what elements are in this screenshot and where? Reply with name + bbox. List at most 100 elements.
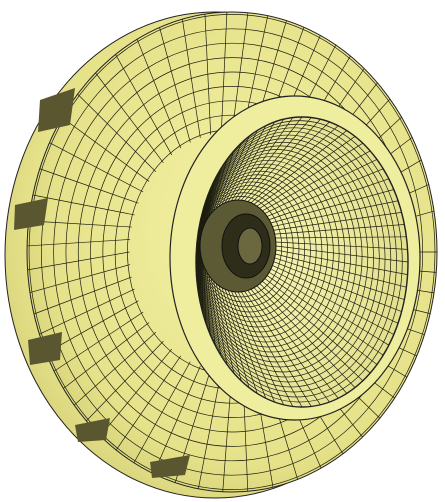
mesh-line [198, 371, 222, 489]
mesh-line [199, 257, 202, 300]
mesh-line [203, 200, 207, 227]
mesh-line [95, 72, 164, 164]
mesh-line [259, 142, 363, 209]
mesh-line [224, 125, 267, 203]
mesh-line [227, 290, 275, 403]
mesh-line [272, 265, 399, 324]
mesh-line [264, 278, 378, 365]
mesh-line [133, 361, 191, 463]
mesh-line [253, 287, 348, 394]
mesh-line [215, 143, 242, 209]
blade-slot [28, 332, 62, 365]
mesh-line [274, 224, 405, 235]
mesh-line [86, 340, 164, 422]
mesh-line [136, 39, 182, 149]
mesh-line [275, 245, 409, 263]
mesh-line [182, 19, 201, 138]
mesh-line [204, 189, 211, 224]
mesh-line [221, 130, 258, 205]
mesh-line [227, 121, 275, 202]
mesh-line [264, 159, 378, 214]
mesh-line [275, 249, 408, 275]
mesh-line [275, 241, 408, 250]
mesh-line [213, 281, 235, 374]
mesh-line [272, 200, 399, 227]
mesh-line [274, 257, 405, 300]
mesh-line [218, 285, 250, 388]
mesh-line [250, 125, 339, 204]
mesh-line [244, 118, 321, 201]
mesh-line [210, 159, 228, 214]
mesh-line [63, 322, 150, 389]
mesh-line [270, 268, 394, 335]
mesh-line [196, 241, 201, 250]
mesh-line [208, 275, 222, 356]
mesh-line [195, 245, 201, 263]
mesh-line [266, 168, 384, 217]
mesh-line [241, 117, 312, 201]
mesh-line [32, 194, 135, 216]
mesh-line [270, 189, 394, 224]
mesh-line [273, 212, 402, 231]
mesh-line [221, 287, 258, 394]
mesh-line [206, 178, 216, 220]
mesh-line [77, 93, 157, 172]
blade-slot [75, 418, 110, 442]
mesh-line [247, 121, 330, 202]
inner-mesh [195, 116, 409, 408]
mesh-line [231, 12, 249, 133]
mesh-line [210, 278, 228, 365]
mesh-line [196, 249, 201, 275]
mesh-line [259, 283, 364, 382]
mesh-line [49, 142, 144, 193]
mesh-line [275, 236, 407, 239]
mesh-line [39, 288, 135, 335]
mesh-line [231, 119, 284, 201]
mesh-line [208, 168, 222, 217]
mesh-line [275, 253, 407, 288]
mesh-line [224, 289, 267, 399]
mesh-line [204, 268, 211, 335]
mesh-line [253, 130, 348, 205]
mesh-line [203, 265, 207, 324]
mesh-line [250, 289, 339, 399]
mesh-line [269, 178, 389, 220]
mesh-line [115, 54, 173, 156]
mesh-line [262, 280, 371, 374]
mesh-line [268, 272, 390, 346]
mesh-line [27, 239, 131, 247]
mesh-line [247, 290, 330, 403]
mesh-line [266, 275, 384, 356]
mesh-line [45, 300, 139, 354]
mesh-line [206, 272, 216, 346]
mesh-line [27, 251, 130, 271]
mesh-line [215, 283, 242, 381]
mesh-line [100, 348, 173, 437]
mesh-line [244, 291, 321, 405]
mesh-line [237, 116, 303, 201]
mesh-line [115, 355, 182, 451]
mesh-line [213, 150, 235, 211]
mesh-line [262, 150, 371, 212]
hub-bore [237, 227, 263, 265]
mesh-line [204, 14, 212, 135]
mesh-line [241, 291, 312, 407]
mesh-line [256, 285, 356, 388]
mesh-line [73, 332, 157, 406]
mesh-line [29, 264, 131, 293]
mesh-line [53, 311, 144, 372]
mesh-line [273, 261, 402, 312]
mesh-line [28, 220, 132, 228]
mesh-line [197, 253, 201, 288]
mesh-line [218, 136, 250, 207]
mesh-line [39, 168, 139, 204]
mesh-line [33, 276, 132, 315]
mesh-line [153, 365, 201, 474]
blade-slot [150, 455, 190, 478]
mesh-line [256, 136, 356, 207]
mesh-line [199, 224, 202, 235]
mesh-line [234, 117, 294, 201]
